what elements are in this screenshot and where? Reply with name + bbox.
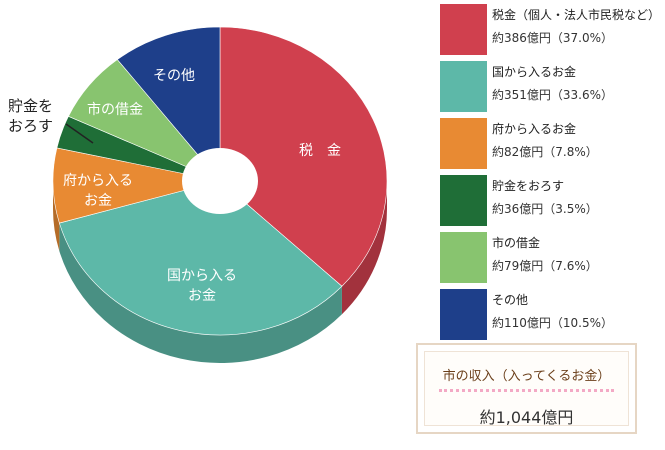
savings-callout-label: 貯金を おろす bbox=[8, 97, 54, 135]
income-total: 約1,044億円 bbox=[479, 408, 574, 427]
legend-text: 国から入るお金約351億円（33.6%） bbox=[487, 61, 613, 112]
legend-swatch bbox=[440, 175, 487, 226]
slice-label-other: その他 bbox=[153, 68, 195, 84]
slice-label-debt: 市の借金 bbox=[87, 101, 143, 118]
savings-callout-line bbox=[65, 123, 94, 144]
legend-item-national: 国から入るお金約351億円（33.6%） bbox=[440, 61, 662, 112]
legend-name: その他 bbox=[492, 293, 529, 307]
income-title: 市の収入（入ってくるお金） bbox=[442, 369, 611, 384]
slice-side-national bbox=[59, 223, 342, 364]
legend-swatch bbox=[440, 118, 487, 169]
legend-item-prefecture: 府から入るお金約82億円（7.8%） bbox=[440, 118, 662, 169]
legend-value: 約110億円（10.5%） bbox=[492, 316, 614, 330]
legend-swatch bbox=[440, 289, 487, 340]
slice-side-tax bbox=[341, 181, 387, 315]
income-summary-box: 市の収入（入ってくるお金） 約1,044億円 bbox=[416, 343, 637, 434]
legend-text: その他約110億円（10.5%） bbox=[487, 289, 613, 340]
legend-value: 約79億円（7.6%） bbox=[492, 259, 598, 273]
legend-name: 貯金をおろす bbox=[492, 179, 565, 193]
slice-side-prefecture bbox=[53, 181, 60, 252]
legend-name: 税金（個人・法人市民税など） bbox=[492, 8, 661, 22]
legend-name: 市の借金 bbox=[492, 236, 541, 250]
slice-label-national: 国から入るお金 bbox=[167, 268, 237, 304]
income-divider bbox=[439, 389, 614, 392]
legend-name: 国から入るお金 bbox=[492, 65, 577, 79]
legend-value: 約82億円（7.8%） bbox=[492, 145, 598, 159]
legend-value: 約36億円（3.5%） bbox=[492, 202, 598, 216]
legend-text: 貯金をおろす約36億円（3.5%） bbox=[487, 175, 598, 226]
slice-label-prefecture: 府から入るお金 bbox=[63, 173, 133, 209]
legend-swatch bbox=[440, 61, 487, 112]
legend-text: 市の借金約79億円（7.6%） bbox=[487, 232, 598, 283]
legend-item-debt: 市の借金約79億円（7.6%） bbox=[440, 232, 662, 283]
slice-label-tax: 税 金 bbox=[299, 143, 341, 159]
legend-item-tax: 税金（個人・法人市民税など） 約386億円（37.0%） bbox=[440, 4, 662, 55]
legend-name: 府から入るお金 bbox=[492, 122, 577, 136]
legend-swatch bbox=[440, 232, 487, 283]
legend-text: 府から入るお金約82億円（7.8%） bbox=[487, 118, 598, 169]
pie-top-layer bbox=[52, 26, 388, 336]
legend-text: 税金（個人・法人市民税など） 約386億円（37.0%） bbox=[487, 4, 660, 55]
legend-value: 約386億円（37.0%） bbox=[492, 31, 614, 45]
legend-item-savings: 貯金をおろす約36億円（3.5%） bbox=[440, 175, 662, 226]
legend: 税金（個人・法人市民税など） 約386億円（37.0%） 国から入るお金約351億円… bbox=[440, 4, 662, 346]
slice-other bbox=[116, 26, 221, 182]
legend-value: 約351億円（33.6%） bbox=[492, 88, 614, 102]
legend-item-other: その他約110億円（10.5%） bbox=[440, 289, 662, 340]
legend-swatch bbox=[440, 4, 487, 55]
pie-depth-layer bbox=[53, 181, 387, 364]
slice-national bbox=[58, 180, 343, 336]
slice-tax bbox=[219, 26, 388, 287]
donut-hole bbox=[182, 148, 258, 214]
income-summary-inner: 市の収入（入ってくるお金） 約1,044億円 bbox=[424, 351, 629, 427]
